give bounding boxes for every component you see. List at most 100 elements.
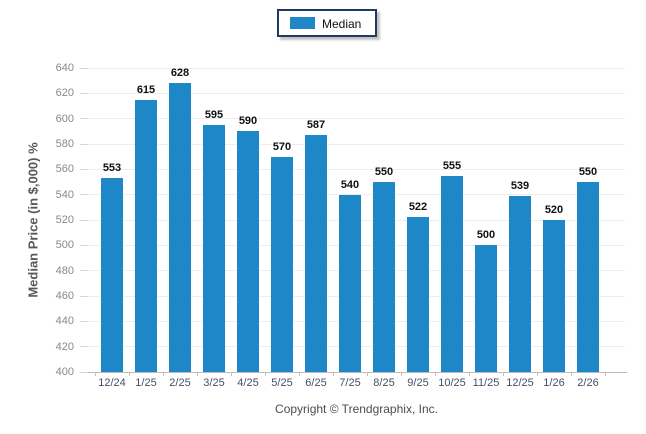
- x-axis-tick-label: 6/25: [305, 377, 327, 389]
- x-axis-tick-label: 2/26: [577, 377, 599, 389]
- x-axis-tick-label: 5/25: [271, 377, 293, 389]
- y-axis-tick: [80, 67, 88, 69]
- bar-3-25: [203, 125, 225, 372]
- y-axis-tick: [80, 320, 88, 322]
- x-axis-tick: [401, 372, 402, 376]
- bar-value-label: 520: [544, 204, 564, 216]
- y-axis-tick-label: 580: [55, 138, 74, 150]
- x-axis-tick: [129, 372, 130, 376]
- y-axis-tick-label: 460: [55, 290, 74, 302]
- x-axis-line: [80, 372, 627, 373]
- x-axis-tick-labels: 12/24 1/25 2/25 3/25 4/25 5/25 6/25 7/25 8/25 9/2…: [88, 377, 625, 391]
- x-axis-tick: [537, 372, 538, 376]
- bar-9-25: [407, 217, 429, 372]
- x-axis-tick-label: 2/25: [169, 377, 191, 389]
- bar-value-label: 628: [170, 67, 190, 80]
- bar-12-24: [101, 178, 123, 372]
- bar-value-label: 595: [204, 109, 224, 121]
- bar-value-label: 587: [306, 119, 326, 132]
- y-axis-tick-label: 440: [55, 315, 74, 328]
- y-axis-tick-labels: 400 420 440 460 480 500 520 540 560 580 600 620 640: [0, 62, 78, 378]
- x-axis-tick: [571, 372, 572, 376]
- copyright-text: Copyright © Trendgraphix, Inc.: [275, 402, 438, 416]
- bar-value-label: 522: [408, 201, 428, 214]
- bar-value-label: 550: [374, 166, 394, 178]
- bar-1-26: [543, 220, 565, 372]
- y-axis-tick: [80, 371, 88, 373]
- bar-11-25: [475, 245, 497, 372]
- bar-12-25: [509, 195, 531, 372]
- x-axis-tick: [469, 372, 470, 376]
- bar-1-25: [135, 99, 157, 372]
- x-axis-tick: [197, 372, 198, 376]
- bar-value-label: 590: [238, 115, 258, 128]
- x-axis-tick-label: 4/25: [237, 377, 259, 389]
- gridline: [88, 118, 625, 120]
- y-axis-tick: [80, 244, 88, 246]
- x-axis-tick: [231, 372, 232, 376]
- bar-value-label: 540: [340, 178, 360, 191]
- bar-value-label: 539: [510, 179, 530, 192]
- bar-4-25: [237, 131, 259, 372]
- x-axis-tick: [265, 372, 266, 376]
- y-axis-tick-label: 640: [55, 62, 74, 74]
- x-axis-tick: [435, 372, 436, 376]
- bar-value-label: 500: [476, 229, 496, 242]
- bar-value-label: 555: [442, 159, 462, 172]
- y-axis-tick: [80, 219, 88, 221]
- gridline: [88, 67, 625, 69]
- x-axis-tick-label: 1/26: [543, 377, 565, 389]
- gridline: [88, 168, 625, 170]
- x-axis-tick: [367, 372, 368, 376]
- bar-5-25: [271, 156, 293, 372]
- x-axis-tick: [163, 372, 164, 376]
- bar-value-label: 570: [272, 140, 292, 153]
- bar-2-26: [577, 182, 599, 372]
- bar-7-25: [339, 194, 361, 372]
- y-axis-tick: [80, 143, 88, 145]
- y-axis-tick: [80, 194, 88, 196]
- legend-swatch-median: [290, 17, 315, 29]
- x-axis-tick-label: 11/25: [472, 377, 500, 389]
- bar-value-label: 553: [102, 162, 122, 175]
- chart-legend: Median: [277, 9, 378, 37]
- x-axis-tick-label: 12/24: [98, 377, 126, 389]
- bar-2-25: [169, 83, 191, 372]
- bar-10-25: [441, 175, 463, 372]
- legend-label-median: Median: [322, 16, 362, 31]
- x-axis-tick: [503, 372, 504, 376]
- y-axis-tick: [80, 92, 88, 94]
- y-axis-tick: [80, 118, 88, 120]
- y-axis-tick-label: 620: [55, 87, 74, 100]
- y-axis-tick-label: 480: [55, 264, 74, 277]
- y-axis-tick-label: 520: [55, 214, 74, 226]
- y-axis-tick: [80, 168, 88, 170]
- x-axis-tick-label: 3/25: [203, 377, 225, 389]
- bar-value-label: 615: [136, 83, 156, 96]
- plot-area: 553 615 628 595 590 570 587 540 550 522 555 500 539 5…: [80, 67, 627, 376]
- y-axis-tick: [80, 270, 88, 272]
- gridline: [88, 92, 625, 94]
- x-axis-tick-label: 8/25: [373, 377, 395, 389]
- bar-6-25: [305, 135, 327, 372]
- x-axis-tick-label: 7/25: [339, 377, 361, 389]
- y-axis-tick-label: 400: [55, 366, 74, 378]
- gridline: [88, 143, 625, 145]
- y-axis-tick-label: 560: [55, 163, 74, 176]
- y-axis-tick-label: 540: [55, 188, 74, 201]
- x-axis-tick: [333, 372, 334, 376]
- gridline: [88, 194, 625, 196]
- bar-8-25: [373, 182, 395, 372]
- bar-value-label: 550: [578, 166, 598, 178]
- x-axis-tick-label: 9/25: [407, 377, 429, 389]
- y-axis-tick-label: 500: [55, 239, 74, 252]
- y-axis-tick-label: 420: [55, 340, 74, 353]
- x-axis-tick: [95, 372, 96, 376]
- x-axis-tick: [299, 372, 300, 376]
- y-axis-tick-label: 600: [55, 112, 74, 125]
- x-axis-tick-label: 12/25: [506, 377, 534, 389]
- x-axis-tick-label: 10/25: [438, 377, 466, 389]
- x-axis-tick-label: 1/25: [135, 377, 157, 389]
- x-axis-tick: [605, 372, 606, 376]
